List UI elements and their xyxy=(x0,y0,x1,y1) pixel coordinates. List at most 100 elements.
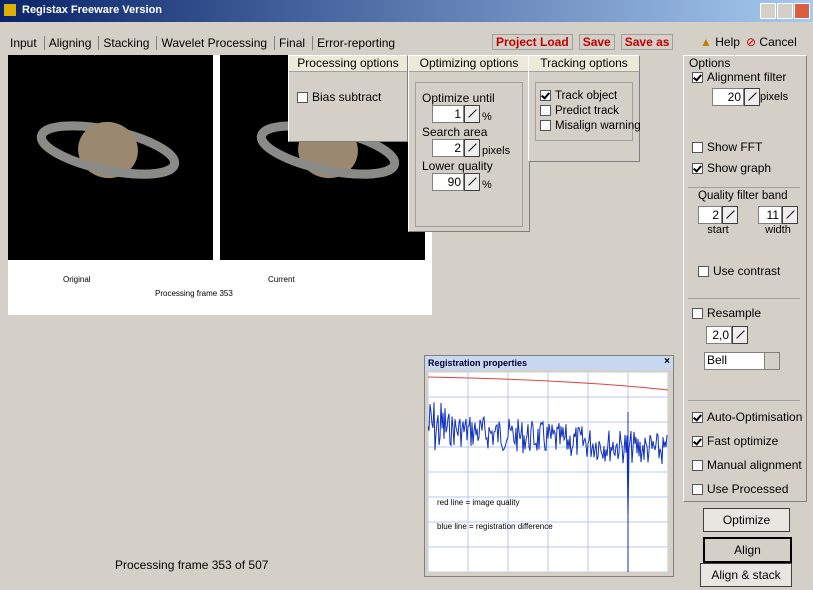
checkbox-box[interactable] xyxy=(692,460,703,471)
field-label: Optimize until xyxy=(422,91,516,105)
tab[interactable]: Aligning xyxy=(49,36,92,50)
file-action[interactable]: Project Load xyxy=(492,34,573,50)
spin-value[interactable]: 20 xyxy=(712,88,744,106)
checkbox[interactable]: Alignment filter xyxy=(692,70,786,84)
spin-arrows[interactable] xyxy=(732,326,748,344)
field-row: 2 pixels xyxy=(432,139,516,157)
checkbox-label: Use Processed xyxy=(707,482,788,496)
tab[interactable]: Input xyxy=(10,36,37,50)
spin-arrows[interactable] xyxy=(464,173,480,191)
spin-value[interactable]: 2 xyxy=(698,206,722,224)
checkbox[interactable]: Use contrast xyxy=(698,264,780,278)
window-title: Registax Freeware Version xyxy=(22,4,162,16)
spin-value[interactable]: 11 xyxy=(758,206,782,224)
spin-arrows[interactable] xyxy=(464,139,480,157)
tab-separator xyxy=(274,36,275,50)
spin-arrows[interactable] xyxy=(782,206,798,224)
checkbox-label: Auto-Optimisation xyxy=(707,410,802,424)
close[interactable] xyxy=(794,3,810,19)
preview-status: Processing frame 353 xyxy=(155,289,233,298)
checkbox-box[interactable] xyxy=(540,120,551,131)
tab-separator xyxy=(98,36,99,50)
tab[interactable]: Error-reporting xyxy=(317,36,395,50)
tab[interactable]: Wavelet Processing xyxy=(161,36,267,50)
checkbox-label: Alignment filter xyxy=(707,70,786,84)
checkbox[interactable]: Show FFT xyxy=(692,140,762,154)
checkbox[interactable]: Fast optimize xyxy=(692,434,778,448)
reg-close[interactable]: × xyxy=(664,356,670,367)
checkbox-box[interactable] xyxy=(692,412,703,423)
band-label: start xyxy=(698,224,738,236)
checkbox-box[interactable] xyxy=(692,484,703,495)
checkbox-label: Predict track xyxy=(555,105,619,117)
legend-entry: blue line = registration difference xyxy=(437,515,553,539)
spin-value[interactable]: 2,0 xyxy=(706,326,732,344)
checkbox[interactable]: Auto-Optimisation xyxy=(692,410,802,424)
field-row: 90% xyxy=(432,173,516,191)
checkbox-box[interactable] xyxy=(692,436,703,447)
checkbox-box[interactable] xyxy=(540,105,551,116)
cancel-button[interactable]: ⊘ Cancel xyxy=(746,35,797,49)
resample-filter[interactable]: Bell xyxy=(704,352,780,370)
checkbox-box[interactable] xyxy=(297,92,308,103)
tab[interactable]: Stacking xyxy=(103,36,149,50)
checkbox-label: Use contrast xyxy=(713,264,780,278)
tab-separator xyxy=(156,36,157,50)
resample-row: 2,0 xyxy=(706,326,748,344)
spin-arrows[interactable] xyxy=(744,88,760,106)
cancel-label: Cancel xyxy=(759,35,796,49)
panel-title: Optimizing options xyxy=(409,56,529,72)
options-title: Options xyxy=(684,56,806,70)
checkbox[interactable]: Show graph xyxy=(692,161,771,175)
button[interactable]: Align & stack xyxy=(700,563,792,587)
field-unit: pixels xyxy=(482,145,510,157)
field-label: Lower quality xyxy=(422,159,516,173)
help-button[interactable]: ▲ Help xyxy=(700,35,740,49)
title-bar: Registax Freeware Version xyxy=(0,0,813,22)
checkbox[interactable]: Manual alignment xyxy=(692,458,802,472)
button[interactable]: Optimize xyxy=(703,508,790,532)
checkbox-label: Track object xyxy=(555,90,617,102)
tab[interactable]: Final xyxy=(279,36,305,50)
checkbox[interactable]: Resample xyxy=(692,306,761,320)
checkbox-label: Manual alignment xyxy=(707,458,802,472)
app-icon xyxy=(4,4,16,16)
registration-window: Registration properties × red line = ima… xyxy=(424,355,674,577)
checkbox[interactable]: Track object xyxy=(540,89,628,104)
processing-options: Processing options Bias subtract xyxy=(288,55,408,142)
field-row: 1% xyxy=(432,105,516,123)
checkbox[interactable]: Bias subtract xyxy=(297,90,407,104)
checkbox-box[interactable] xyxy=(540,90,551,101)
spin-value[interactable]: 1 xyxy=(432,105,464,123)
status-bar: Processing frame 353 of 507 xyxy=(115,558,268,572)
button[interactable]: Align xyxy=(703,537,792,563)
spin-arrows[interactable] xyxy=(722,206,738,224)
checkbox[interactable]: Predict track xyxy=(540,104,628,119)
maximize[interactable] xyxy=(777,3,793,19)
checkbox-label: Show graph xyxy=(707,161,771,175)
minimize[interactable] xyxy=(760,3,776,19)
app-window: Registax Freeware Version Input Aligning S… xyxy=(0,0,813,590)
file-action[interactable]: Save xyxy=(579,34,615,50)
spin-value[interactable]: 2 xyxy=(432,139,464,157)
checkbox-box[interactable] xyxy=(692,163,703,174)
checkbox[interactable]: Use Processed xyxy=(692,482,788,496)
checkbox-box[interactable] xyxy=(692,142,703,153)
checkbox-box[interactable] xyxy=(692,72,703,83)
band-width: 11width xyxy=(758,206,798,236)
checkbox[interactable]: Misalign warning xyxy=(540,119,628,134)
spin-value[interactable]: 90 xyxy=(432,173,464,191)
file-action[interactable]: Save as xyxy=(621,34,674,50)
current-label: Current xyxy=(268,275,295,284)
band-title: Quality filter band xyxy=(698,190,788,202)
checkbox-label: Misalign warning xyxy=(555,120,641,132)
checkbox-box[interactable] xyxy=(698,266,709,277)
checkbox-box[interactable] xyxy=(692,308,703,319)
spin-arrows[interactable] xyxy=(464,105,480,123)
original-label: Original xyxy=(63,275,91,284)
field-label: Search area xyxy=(422,125,516,139)
